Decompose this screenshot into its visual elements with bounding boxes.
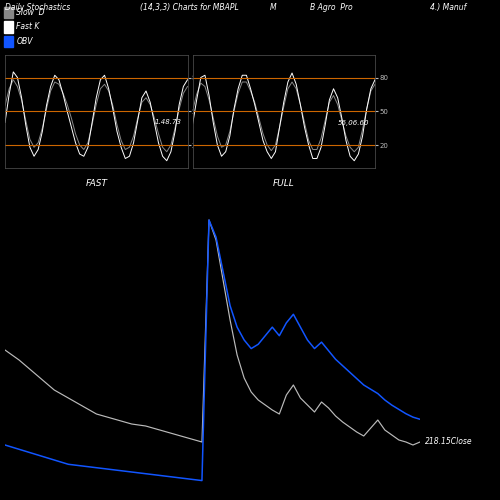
Text: Fast K: Fast K (16, 22, 40, 32)
Text: 56,06.60: 56,06.60 (338, 120, 370, 126)
Text: B Agro  Pro: B Agro Pro (310, 2, 352, 12)
Bar (4, 7, 13, 18)
Text: M: M (270, 2, 276, 12)
Text: 4.) Manuf: 4.) Manuf (430, 2, 466, 12)
Bar (4, 36, 13, 48)
Text: Daily Stochastics: Daily Stochastics (5, 2, 70, 12)
Text: OBV: OBV (16, 37, 33, 46)
Text: FAST: FAST (85, 179, 107, 188)
Text: FULL: FULL (273, 179, 294, 188)
Text: 1.48.73: 1.48.73 (155, 120, 182, 126)
Bar (4, 21, 13, 32)
Text: Slow  D: Slow D (16, 8, 45, 17)
Text: (14,3,3) Charts for MBAPL: (14,3,3) Charts for MBAPL (140, 2, 239, 12)
Text: 218.15Close: 218.15Close (425, 438, 472, 446)
